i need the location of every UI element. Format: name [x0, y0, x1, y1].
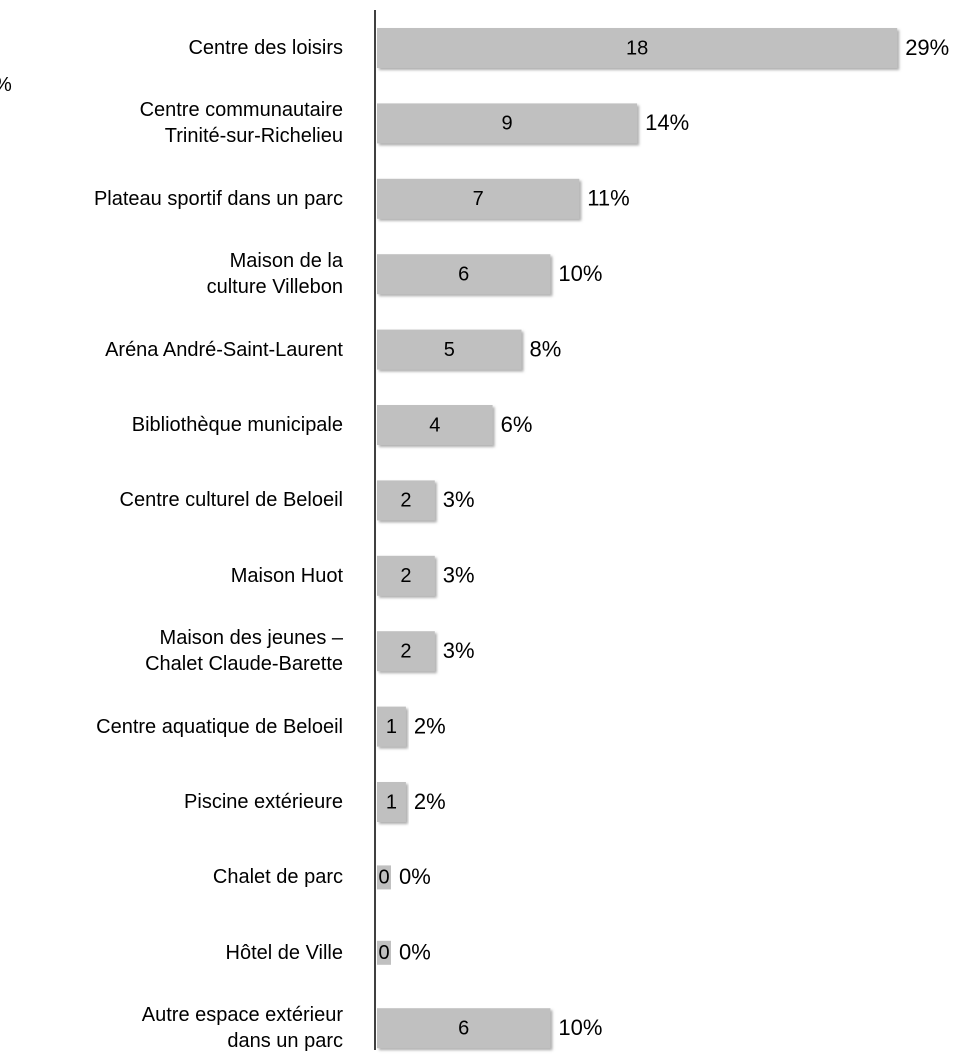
- value-label: 2: [400, 640, 411, 662]
- category-label: Maison Huot: [230, 564, 343, 587]
- category-label: Centre aquatique de Beloeil: [96, 715, 343, 738]
- percent-label: 8%: [530, 336, 562, 361]
- value-label: 9: [501, 113, 512, 135]
- value-label: 6: [458, 1017, 469, 1039]
- percent-label: 2%: [414, 789, 446, 814]
- bar: [377, 28, 898, 68]
- value-label: 0: [378, 867, 389, 889]
- percent-label: 29%: [905, 35, 949, 60]
- percent-label: 2%: [414, 713, 446, 738]
- percent-label: 14%: [645, 110, 689, 135]
- category-label: Bibliothèque municipale: [131, 414, 343, 436]
- value-label: 18: [626, 37, 648, 59]
- percent-label: 0%: [399, 864, 431, 889]
- bar: [377, 178, 580, 219]
- percent-label: 10%: [558, 1015, 602, 1040]
- annotation: %: [0, 74, 12, 97]
- bar: [377, 254, 551, 295]
- value-label: 2: [400, 565, 411, 587]
- category-label: Chalet de parc: [212, 866, 343, 889]
- value-label: 1: [386, 716, 397, 738]
- category-label: Maison de la culture Villebon: [206, 250, 343, 299]
- percent-label: 3%: [443, 487, 475, 512]
- bar: [377, 706, 406, 747]
- percent-label: 3%: [443, 563, 475, 588]
- percent-label: 0%: [399, 940, 431, 965]
- category-label: Centre communautaire Trinité-sur-Richeli…: [139, 99, 343, 148]
- bar: [377, 103, 638, 144]
- bar: [377, 329, 522, 370]
- value-label: 7: [473, 188, 484, 210]
- value-label: 2: [400, 490, 411, 512]
- value-label: 5: [444, 339, 455, 361]
- value-label: 4: [429, 414, 440, 436]
- category-label: Centre des loisirs: [188, 37, 343, 59]
- percent-label: 6%: [501, 412, 533, 437]
- bar: [377, 480, 435, 521]
- value-label: 0: [378, 942, 389, 964]
- bar: [377, 405, 493, 445]
- percent-label: 10%: [558, 261, 602, 286]
- category-label: Centre culturel de Beloeil: [119, 489, 343, 512]
- label-bg: [377, 865, 391, 890]
- bar: [377, 782, 406, 822]
- bar: [377, 631, 435, 672]
- label-bg: [377, 940, 391, 965]
- category-label: Piscine extérieure: [184, 791, 343, 813]
- bar: [377, 555, 435, 596]
- percent-label: 11%: [587, 186, 629, 211]
- category-label: Autre espace extérieur dans un parc: [141, 1004, 343, 1053]
- category-label: Hôtel de Ville: [225, 941, 343, 964]
- value-label: 6: [458, 263, 469, 285]
- bar: [377, 1008, 551, 1049]
- percent-label: 3%: [443, 638, 475, 663]
- category-label: Aréna André-Saint-Laurent: [105, 338, 343, 361]
- category-label: Plateau sportif dans un parc: [93, 187, 343, 210]
- value-label: 1: [386, 791, 397, 813]
- category-label: Maison des jeunes – Chalet Claude-Barett…: [145, 627, 343, 676]
